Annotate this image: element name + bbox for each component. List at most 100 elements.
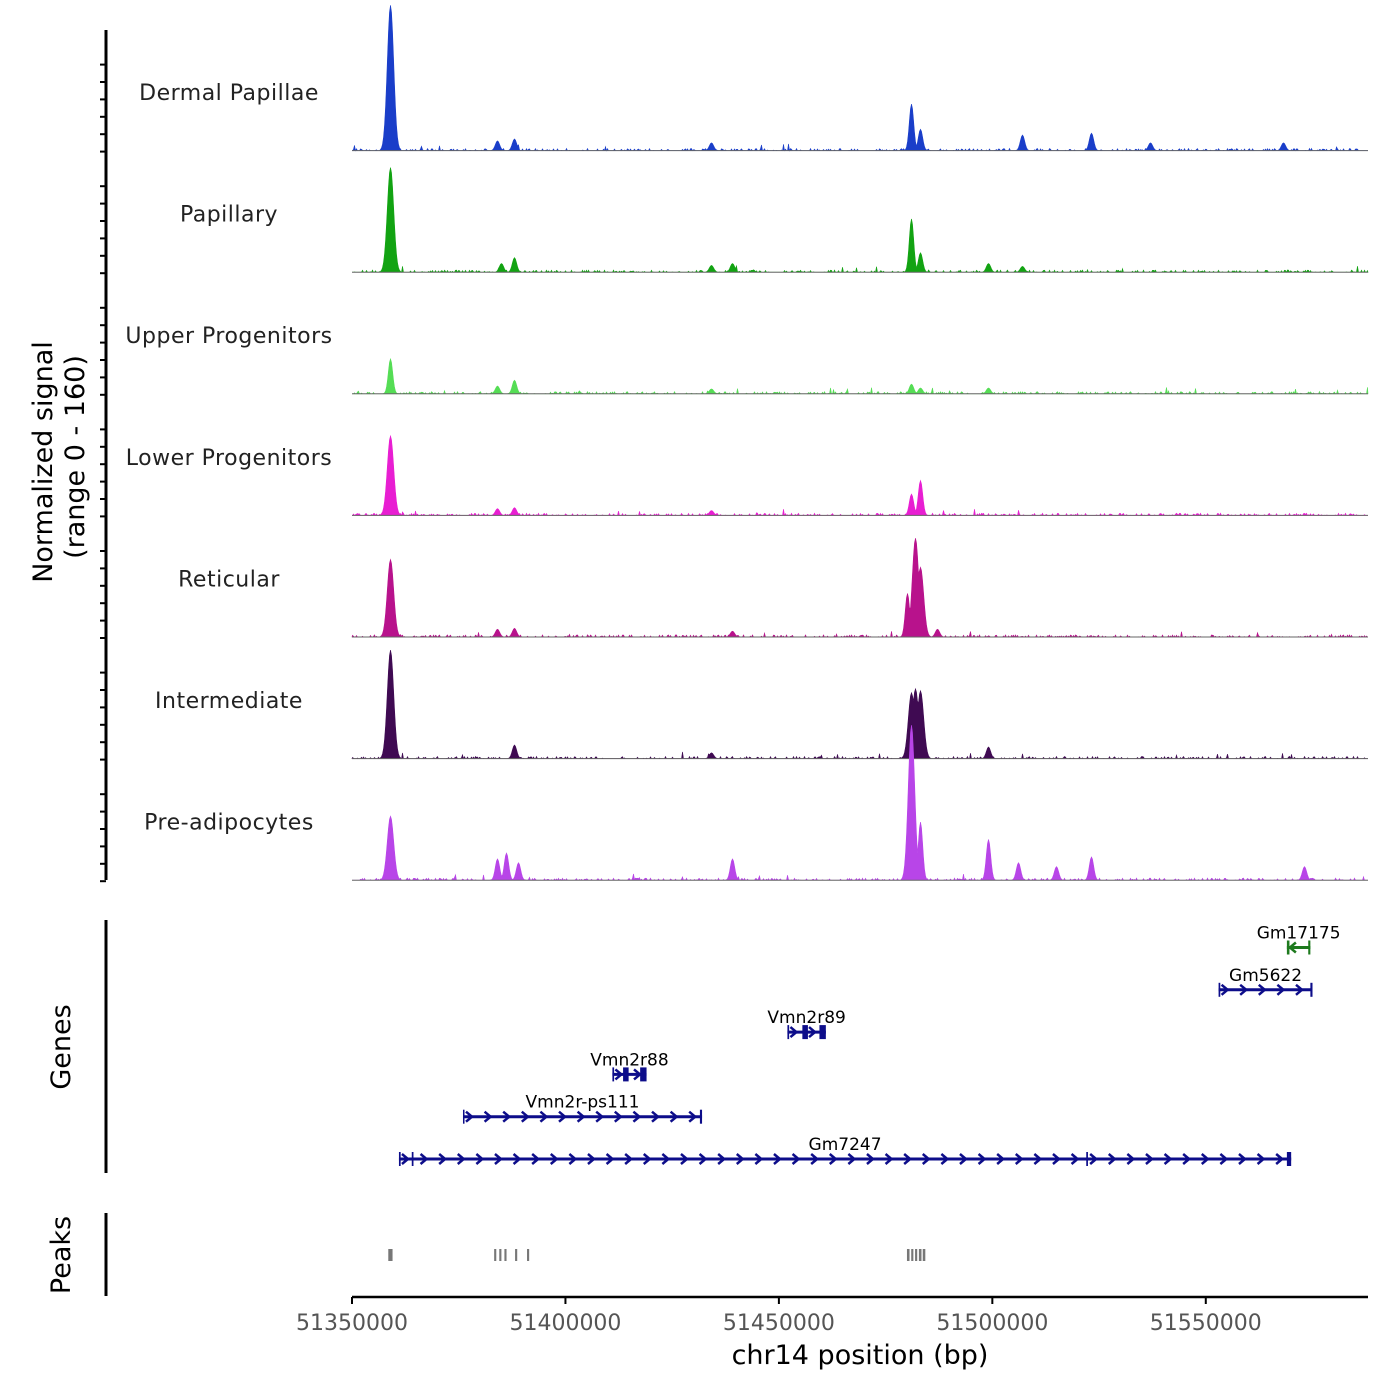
strand-arrow bbox=[419, 1153, 429, 1165]
genes-axis-title: Genes bbox=[46, 1004, 77, 1089]
strand-arrow bbox=[632, 1110, 642, 1123]
track-label: Reticular bbox=[178, 567, 280, 592]
track-label: Pre-adipocytes bbox=[144, 811, 314, 836]
track-label: Dermal Papillae bbox=[139, 81, 319, 106]
strand-arrow bbox=[789, 1026, 799, 1039]
strand-arrow bbox=[1238, 1153, 1247, 1165]
strand-arrow bbox=[1276, 983, 1286, 996]
strand-arrow bbox=[465, 1110, 474, 1123]
gene-exon bbox=[411, 1152, 414, 1166]
peak-region bbox=[922, 1249, 926, 1261]
strand-arrow bbox=[717, 1153, 727, 1165]
strand-arrow bbox=[568, 1153, 578, 1165]
gene-vmn2r89: Vmn2r89 bbox=[767, 1008, 846, 1040]
gene-gm7247: Gm7247 bbox=[398, 1135, 1292, 1166]
x-tick-label: 51550000 bbox=[1150, 1311, 1262, 1336]
strand-arrow bbox=[1256, 1153, 1266, 1165]
peak-region bbox=[527, 1249, 530, 1261]
gene-vmn2r-ps111: Vmn2r-ps111 bbox=[462, 1093, 703, 1124]
gene-gm17175: Gm17175 bbox=[1257, 924, 1341, 955]
strand-arrow bbox=[576, 1110, 586, 1123]
peak-region bbox=[494, 1249, 497, 1261]
strand-arrow bbox=[1219, 1153, 1229, 1165]
track-signal-area bbox=[352, 434, 1368, 517]
gene-exon bbox=[462, 1109, 465, 1124]
coverage-tracks: Dermal Papillae Papillary Upper Progenitor… bbox=[125, 5, 1369, 882]
x-axis-label: chr14 position (bp) bbox=[732, 1340, 989, 1371]
track-label: Upper Progenitors bbox=[125, 324, 332, 349]
strand-arrow bbox=[680, 1153, 689, 1165]
strand-arrow bbox=[735, 1153, 745, 1165]
genes-panel: Gm17175 Gm5622 Vmn2r89 Vmn2r88 Vmn2r-ps111 Gm… bbox=[104, 920, 1341, 1173]
strand-arrow bbox=[595, 1110, 605, 1123]
peak-region bbox=[915, 1249, 918, 1261]
track-label: Papillary bbox=[180, 203, 278, 228]
strand-arrow bbox=[977, 1153, 987, 1165]
gene-label: Gm7247 bbox=[809, 1135, 882, 1155]
strand-arrow bbox=[1089, 1153, 1099, 1165]
strand-arrow bbox=[1239, 983, 1249, 996]
strand-arrow bbox=[624, 1153, 634, 1165]
strand-arrow bbox=[808, 1026, 817, 1039]
strand-arrow bbox=[884, 1153, 894, 1165]
gene-label: Vmn2r88 bbox=[590, 1050, 668, 1070]
gene-exon bbox=[1308, 940, 1311, 955]
track-signal-area bbox=[352, 167, 1369, 273]
strand-arrow bbox=[698, 1153, 708, 1165]
strand-arrow bbox=[605, 1153, 615, 1165]
strand-arrow bbox=[633, 1068, 642, 1081]
strand-arrow bbox=[1220, 983, 1230, 996]
x-tick-label: 51350000 bbox=[296, 1311, 408, 1336]
track-signal-area bbox=[352, 725, 1368, 882]
strand-arrow bbox=[438, 1153, 448, 1165]
gene-label: Gm17175 bbox=[1257, 924, 1341, 944]
strand-arrow bbox=[1014, 1153, 1024, 1165]
track-signal-area bbox=[352, 5, 1368, 152]
gene-gm5622: Gm5622 bbox=[1218, 966, 1313, 997]
strand-arrow bbox=[614, 1068, 624, 1081]
strand-arrow bbox=[512, 1153, 522, 1165]
strand-arrow bbox=[494, 1153, 503, 1165]
strand-arrow bbox=[1287, 941, 1297, 954]
strand-arrow bbox=[520, 1110, 530, 1123]
strand-arrow bbox=[483, 1110, 493, 1123]
strand-arrow bbox=[1145, 1153, 1154, 1165]
strand-arrow bbox=[903, 1153, 913, 1165]
gene-label: Gm5622 bbox=[1229, 966, 1302, 986]
gene-exon bbox=[623, 1067, 629, 1082]
track-dermal-papillae: Dermal Papillae bbox=[139, 5, 1368, 152]
signal-axis-title: Normalized signal bbox=[28, 341, 59, 583]
strand-arrow bbox=[669, 1110, 679, 1123]
peak-region bbox=[388, 1249, 393, 1261]
strand-arrow bbox=[401, 1153, 410, 1165]
strand-arrow bbox=[661, 1153, 671, 1165]
track-intermediate: Intermediate bbox=[155, 650, 1368, 760]
gene-exon bbox=[802, 1025, 808, 1040]
strand-arrow bbox=[688, 1110, 698, 1123]
peak-region bbox=[504, 1249, 507, 1261]
track-label: Lower Progenitors bbox=[126, 446, 332, 471]
signal-axis-range: (range 0 - 160) bbox=[60, 355, 91, 559]
strand-arrow bbox=[549, 1153, 559, 1165]
track-label: Intermediate bbox=[155, 689, 303, 714]
peak-region bbox=[911, 1249, 914, 1261]
strand-arrow bbox=[754, 1153, 764, 1165]
x-tick-label: 51450000 bbox=[723, 1311, 835, 1336]
strand-arrow bbox=[1126, 1153, 1136, 1165]
strand-arrow bbox=[456, 1153, 466, 1165]
peak-region bbox=[918, 1249, 922, 1261]
strand-arrow bbox=[866, 1153, 875, 1165]
gene-exon bbox=[1086, 1152, 1088, 1166]
peaks-axis-title: Peaks bbox=[46, 1216, 77, 1294]
gene-exon bbox=[1218, 982, 1221, 997]
strand-arrow bbox=[558, 1110, 567, 1123]
gene-label: Vmn2r89 bbox=[767, 1008, 845, 1028]
strand-arrow bbox=[791, 1153, 801, 1165]
strand-arrow bbox=[921, 1153, 931, 1165]
strand-arrow bbox=[847, 1153, 857, 1165]
gene-exon bbox=[398, 1152, 401, 1166]
strand-arrow bbox=[1052, 1153, 1061, 1165]
gene-vmn2r88: Vmn2r88 bbox=[590, 1050, 669, 1082]
gene-exon bbox=[612, 1067, 615, 1082]
gene-exon bbox=[640, 1067, 647, 1082]
